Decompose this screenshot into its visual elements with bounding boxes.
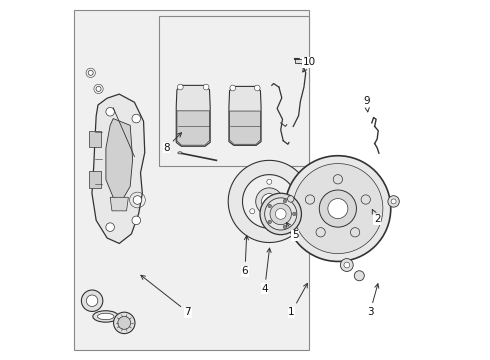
Bar [89,171,101,188]
Text: 2: 2 [372,210,380,224]
Circle shape [361,195,370,204]
Circle shape [81,290,103,311]
Circle shape [132,216,141,225]
Circle shape [316,228,325,237]
Circle shape [333,175,343,184]
Ellipse shape [93,311,119,322]
Bar [89,131,101,147]
Circle shape [283,199,287,203]
Circle shape [114,312,135,334]
Polygon shape [177,111,210,145]
Circle shape [283,225,287,229]
Bar [74,10,309,350]
Circle shape [285,156,391,261]
Polygon shape [110,197,128,211]
Circle shape [262,194,277,209]
Text: 4: 4 [261,248,271,294]
Text: 8: 8 [163,133,181,153]
Circle shape [132,114,141,123]
Polygon shape [92,94,145,243]
Bar [295,59,304,63]
Text: 5: 5 [287,222,298,240]
Bar [159,16,309,166]
Text: 3: 3 [367,284,379,317]
Polygon shape [228,160,307,243]
Circle shape [354,271,364,281]
Circle shape [265,198,297,230]
Circle shape [350,228,360,237]
Text: 7: 7 [141,275,191,317]
Circle shape [106,108,115,116]
Circle shape [284,209,289,214]
Circle shape [177,84,183,90]
Circle shape [256,188,283,215]
Circle shape [203,84,209,90]
Circle shape [260,193,301,235]
Circle shape [86,295,98,306]
Polygon shape [229,86,261,145]
Circle shape [88,70,93,75]
Circle shape [288,196,294,202]
Circle shape [344,262,350,268]
Circle shape [328,199,348,219]
Circle shape [96,86,101,91]
Circle shape [293,163,383,253]
Text: 10: 10 [303,57,316,72]
Circle shape [268,220,271,224]
Circle shape [270,203,292,225]
Circle shape [341,258,353,271]
Circle shape [106,223,115,231]
Circle shape [305,195,315,204]
Circle shape [118,316,131,329]
Text: 6: 6 [242,236,248,276]
Circle shape [391,199,396,204]
Circle shape [254,85,260,91]
Polygon shape [106,118,133,200]
Polygon shape [230,111,260,144]
Circle shape [275,208,286,219]
Text: 9: 9 [363,96,370,112]
Circle shape [230,85,236,91]
Circle shape [267,179,272,184]
Ellipse shape [98,313,114,320]
Circle shape [268,204,271,208]
Circle shape [293,212,296,216]
Circle shape [250,209,255,214]
Circle shape [133,196,142,204]
Circle shape [319,190,356,227]
Ellipse shape [178,152,182,154]
Text: 1: 1 [288,283,307,317]
Polygon shape [176,85,210,146]
Circle shape [388,196,399,207]
